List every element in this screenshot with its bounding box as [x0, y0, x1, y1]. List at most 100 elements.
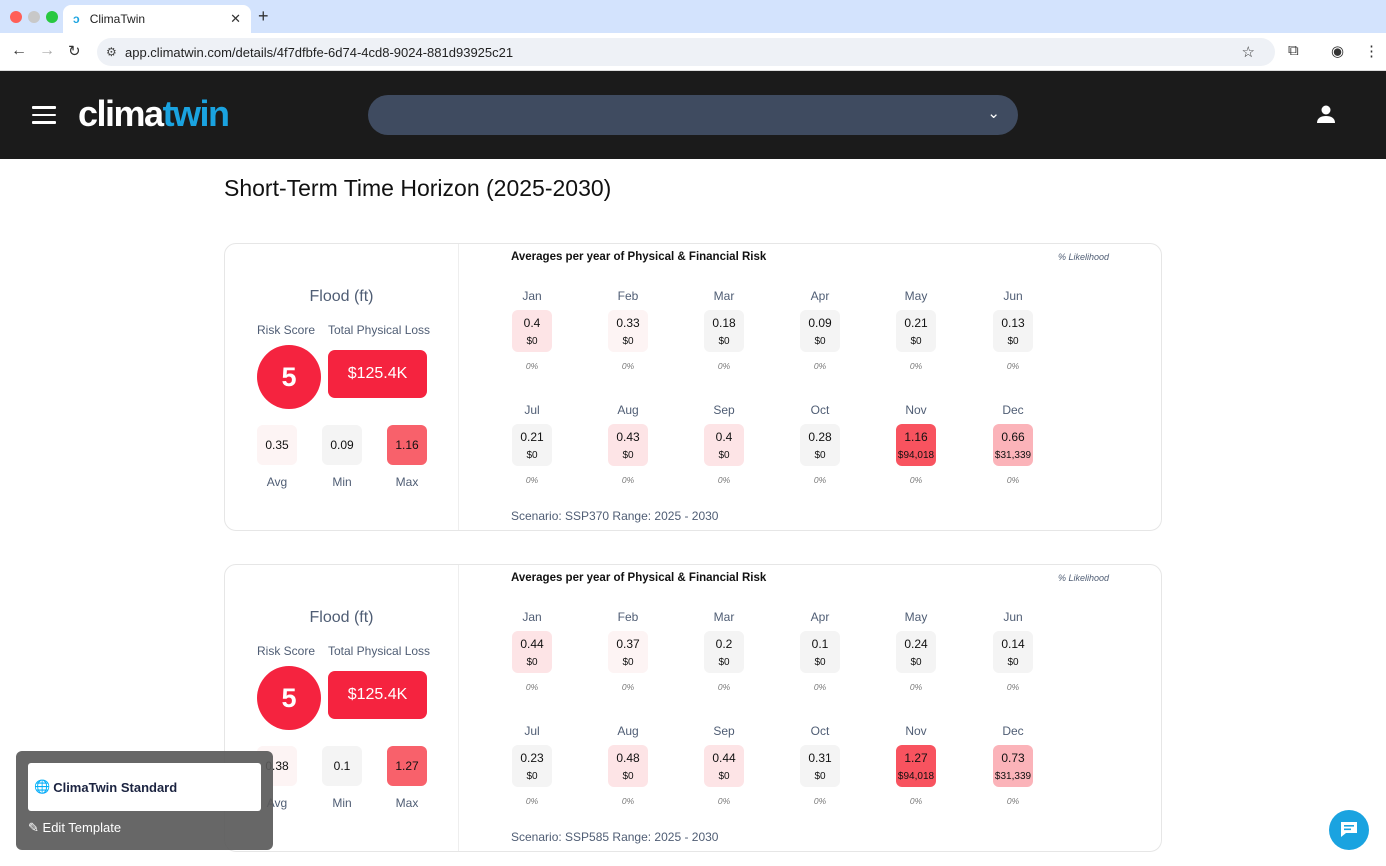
risk-summary: Flood (ft) Risk Score Total Physical Los… [225, 565, 459, 851]
template-selector[interactable]: 🌐 ClimaTwin Standard [28, 763, 261, 811]
month-likelihood: 0% [1006, 796, 1020, 806]
month-cell: Jun 0.14 $0 0% [983, 610, 1043, 692]
month-loss: $0 [910, 335, 922, 347]
month-tile: 0.2 $0 [704, 631, 744, 673]
month-value: 0.21 [904, 315, 928, 330]
monthly-risk-grid: Averages per year of Physical & Financia… [459, 565, 1161, 851]
month-cell: Nov 1.27 $94,018 0% [886, 724, 946, 806]
month-tile: 0.21 $0 [512, 424, 552, 466]
month-tile: 0.24 $0 [896, 631, 936, 673]
month-name: Jun [1003, 289, 1023, 303]
month-tile: 0.37 $0 [608, 631, 648, 673]
url-input[interactable]: ⚙ app.climatwin.com/details/4f7dfbfe-6d7… [97, 38, 1275, 66]
close-tab-icon[interactable]: ✕ [230, 11, 241, 26]
month-cell: Jul 0.23 $0 0% [502, 724, 562, 806]
month-loss: $0 [622, 770, 634, 782]
month-tile: 1.27 $94,018 [896, 745, 936, 787]
maximize-window-button[interactable] [46, 11, 58, 23]
month-name: Oct [810, 724, 830, 738]
browser-tab[interactable]: ↄ ClimaTwin ✕ [63, 5, 251, 33]
month-tile: 0.44 $0 [512, 631, 552, 673]
month-name: Apr [810, 610, 830, 624]
avg-label: Avg [266, 475, 288, 489]
month-cell: Sep 0.4 $0 0% [694, 403, 754, 485]
reload-icon[interactable]: ↻ [68, 43, 81, 60]
site-settings-icon[interactable]: ⚙ [106, 45, 117, 59]
month-name: Jun [1003, 610, 1023, 624]
month-tile: 0.14 $0 [993, 631, 1033, 673]
risk-score-label: Risk Score [257, 644, 316, 658]
browser-tab-bar: ↄ ClimaTwin ✕ + [0, 0, 1386, 33]
month-value: 0.48 [616, 750, 640, 765]
month-name: Jul [524, 724, 540, 738]
risk-card: Flood (ft) Risk Score Total Physical Los… [224, 243, 1162, 531]
month-value: 0.21 [520, 429, 544, 444]
month-likelihood: 0% [525, 682, 539, 692]
month-name: Feb [617, 610, 639, 624]
hazard-title: Flood (ft) [309, 288, 374, 305]
month-value: 0.09 [808, 315, 832, 330]
month-loss: $94,018 [897, 770, 935, 782]
risk-card: Flood (ft) Risk Score Total Physical Los… [224, 564, 1162, 852]
month-likelihood: 0% [621, 361, 635, 371]
month-likelihood: 0% [1006, 682, 1020, 692]
minimize-window-button[interactable] [28, 11, 40, 23]
chat-button[interactable] [1329, 810, 1369, 850]
month-cell: May 0.24 $0 0% [886, 610, 946, 692]
month-loss: $0 [1007, 335, 1019, 347]
month-name: Mar [713, 289, 735, 303]
bookmark-star-icon[interactable]: ☆ [1241, 44, 1255, 61]
month-loss: $0 [622, 449, 634, 461]
month-value: 0.24 [904, 636, 928, 651]
month-cell: Feb 0.33 $0 0% [598, 289, 658, 371]
month-loss: $94,018 [897, 449, 935, 461]
user-account-icon[interactable] [1316, 104, 1336, 124]
likelihood-legend: % Likelihood [1057, 252, 1109, 262]
month-cell: Feb 0.37 $0 0% [598, 610, 658, 692]
month-value: 0.23 [520, 750, 544, 765]
month-name: Dec [1002, 724, 1024, 738]
month-cell: Jul 0.21 $0 0% [502, 403, 562, 485]
month-cell: Jan 0.44 $0 0% [502, 610, 562, 692]
url-text: app.climatwin.com/details/4f7dfbfe-6d74-… [125, 44, 514, 60]
hamburger-menu-icon[interactable] [32, 106, 56, 124]
month-loss: $0 [526, 656, 538, 668]
forward-icon[interactable]: → [39, 42, 55, 59]
browser-menu-icon[interactable]: ⋮ [1364, 43, 1379, 60]
month-tile: 0.33 $0 [608, 310, 648, 352]
month-likelihood: 0% [525, 796, 539, 806]
template-panel: 🌐 ClimaTwin Standard ✎ Edit Template [16, 751, 273, 850]
month-name: Oct [810, 403, 830, 417]
edit-template-button[interactable]: ✎ Edit Template [28, 820, 122, 835]
new-tab-icon[interactable]: + [258, 6, 269, 26]
address-bar-row: ← → ↻ ⚙ app.climatwin.com/details/4f7dfb… [0, 33, 1386, 71]
month-likelihood: 0% [813, 796, 827, 806]
avg-value: 0.35 [257, 425, 297, 465]
hazard-title: Flood (ft) [309, 609, 374, 626]
month-value: 0.28 [808, 429, 832, 444]
month-loss: $0 [622, 656, 634, 668]
month-likelihood: 0% [909, 475, 923, 485]
month-name: Sep [713, 403, 735, 417]
back-icon[interactable]: ← [11, 42, 27, 59]
chat-icon [1341, 822, 1357, 837]
month-likelihood: 0% [909, 796, 923, 806]
close-window-button[interactable] [10, 11, 22, 23]
month-tile: 0.4 $0 [512, 310, 552, 352]
month-likelihood: 0% [717, 682, 731, 692]
month-loss: $0 [1007, 656, 1019, 668]
location-selector[interactable]: ⌄ [368, 95, 1018, 135]
month-tile: 0.13 $0 [993, 310, 1033, 352]
month-value: 0.14 [1001, 636, 1025, 651]
tab-search-icon[interactable]: ⧉ [1288, 42, 1299, 59]
month-cell: Aug 0.48 $0 0% [598, 724, 658, 806]
month-tile: 1.16 $94,018 [896, 424, 936, 466]
min-value: 0.09 [322, 425, 362, 465]
month-value: 0.44 [712, 750, 736, 765]
climatwin-logo[interactable]: climatwin [78, 93, 230, 134]
profile-icon[interactable]: ◉ [1331, 43, 1345, 60]
month-value: 0.73 [1001, 750, 1025, 765]
month-loss: $0 [814, 335, 826, 347]
month-loss: $0 [622, 335, 634, 347]
month-loss: $0 [526, 449, 538, 461]
